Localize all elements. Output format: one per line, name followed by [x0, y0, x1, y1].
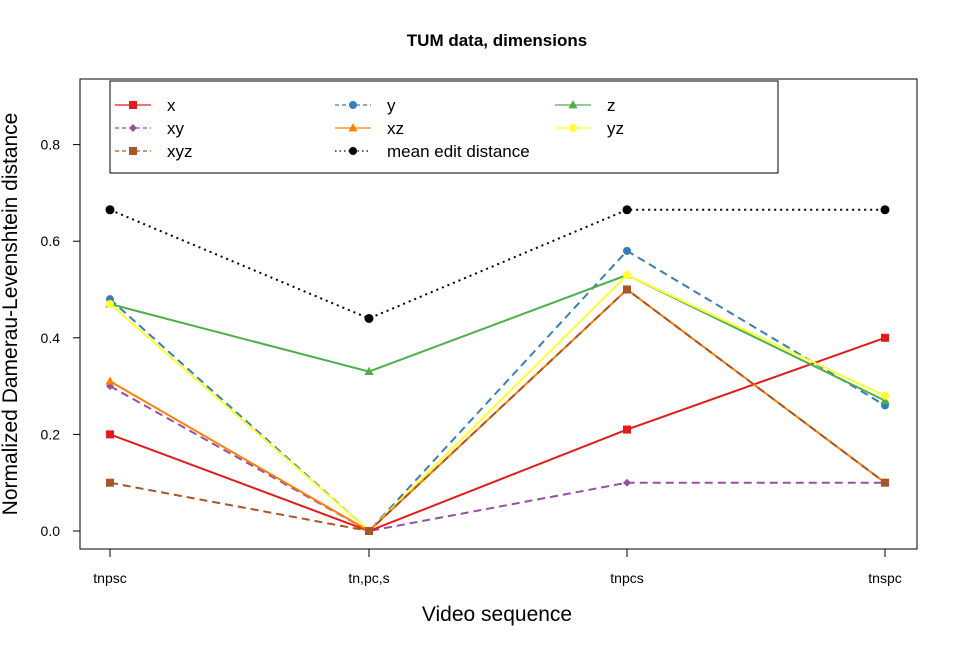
legend-item-yz: yz [555, 119, 624, 138]
y-tick-label: 0.0 [41, 523, 61, 539]
series-line-yz [109, 273, 886, 533]
legend-marker-mean-edit-distance [349, 147, 357, 155]
legend-label-xz: xz [387, 119, 404, 138]
data-point-xy [623, 478, 631, 487]
legend-item-xz: xz [335, 119, 404, 138]
data-point-mean-edit-distance [880, 205, 890, 215]
series-mean-edit-distance [105, 205, 890, 323]
series-line-xy [109, 385, 885, 533]
y-tick-label: 0.4 [41, 330, 61, 346]
y-tick-label: 0.2 [41, 426, 61, 442]
legend-marker-y [349, 101, 357, 109]
legend-label-x: x [167, 96, 176, 115]
series-xy [106, 382, 889, 535]
data-point-xyz [881, 478, 889, 487]
legend-label-mean-edit-distance: mean edit distance [387, 142, 530, 161]
legend-item-mean-edit-distance: mean edit distance [335, 142, 530, 161]
y-tick-label: 0.6 [41, 233, 61, 249]
data-point-z [880, 395, 890, 404]
data-point-xz [105, 376, 115, 385]
series-line-mean-edit-distance [109, 208, 885, 320]
legend-item-xy: xy [115, 119, 185, 138]
legend-marker-xy [129, 124, 137, 132]
series-yz [106, 271, 889, 535]
legend-item-x: x [115, 96, 176, 115]
x-axis: tnpsc tn,pc,s tnpcs tnspc [93, 548, 902, 586]
series-xz [105, 284, 890, 535]
data-point-xyz [106, 478, 114, 487]
data-point-z [364, 366, 374, 376]
legend-label-y: y [387, 96, 396, 115]
legend-label-xy: xy [167, 119, 185, 138]
legend-box [109, 80, 779, 174]
x-tick-label: tn,pc,s [348, 570, 389, 586]
data-point-xyz [365, 527, 373, 535]
y-axis-label: Normalized Damerau-Levenshtein distance [0, 113, 22, 516]
series-y [106, 246, 889, 535]
x-axis-label: Video sequence [422, 603, 572, 626]
series-layer [105, 205, 890, 535]
y-axis: 0.0 0.2 0.4 0.6 0.8 [41, 137, 81, 539]
series-x [106, 333, 889, 535]
x-tick-label: tnpsc [93, 570, 126, 586]
data-point-yz [106, 299, 114, 308]
legend-item-xyz: xyz [115, 142, 193, 161]
legend-marker-xyz [129, 147, 137, 155]
series-line-y [109, 249, 886, 533]
x-tick-label: tnpcs [610, 570, 643, 586]
data-point-mean-edit-distance [364, 313, 374, 323]
data-point-mean-edit-distance [622, 205, 632, 215]
data-point-yz [881, 391, 889, 400]
legend-marker-yz [569, 124, 577, 132]
chart-title: TUM data, dimensions [407, 31, 587, 50]
series-line-z [109, 273, 886, 402]
series-line-xz [109, 288, 886, 533]
data-point-yz [623, 271, 631, 280]
series-line-xyz [109, 288, 886, 533]
data-point-y [623, 246, 631, 255]
legend-item-z: z [555, 96, 616, 115]
x-tick-label: tnspc [868, 570, 901, 586]
legend-marker-x [129, 101, 137, 109]
data-point-mean-edit-distance [105, 205, 115, 215]
data-point-x [623, 425, 631, 434]
series-line-x [109, 336, 886, 533]
legend-item-y: y [335, 96, 396, 115]
data-point-x [106, 430, 114, 439]
series-xyz [106, 285, 889, 535]
data-point-x [881, 333, 889, 342]
legend-marker-z [568, 100, 578, 109]
y-tick-label: 0.8 [41, 137, 61, 153]
data-point-xyz [623, 285, 631, 294]
legend-label-xyz: xyz [167, 142, 193, 161]
legend-label-z: z [607, 96, 616, 115]
legend-label-yz: yz [607, 119, 624, 138]
legend-marker-xz [348, 123, 358, 132]
